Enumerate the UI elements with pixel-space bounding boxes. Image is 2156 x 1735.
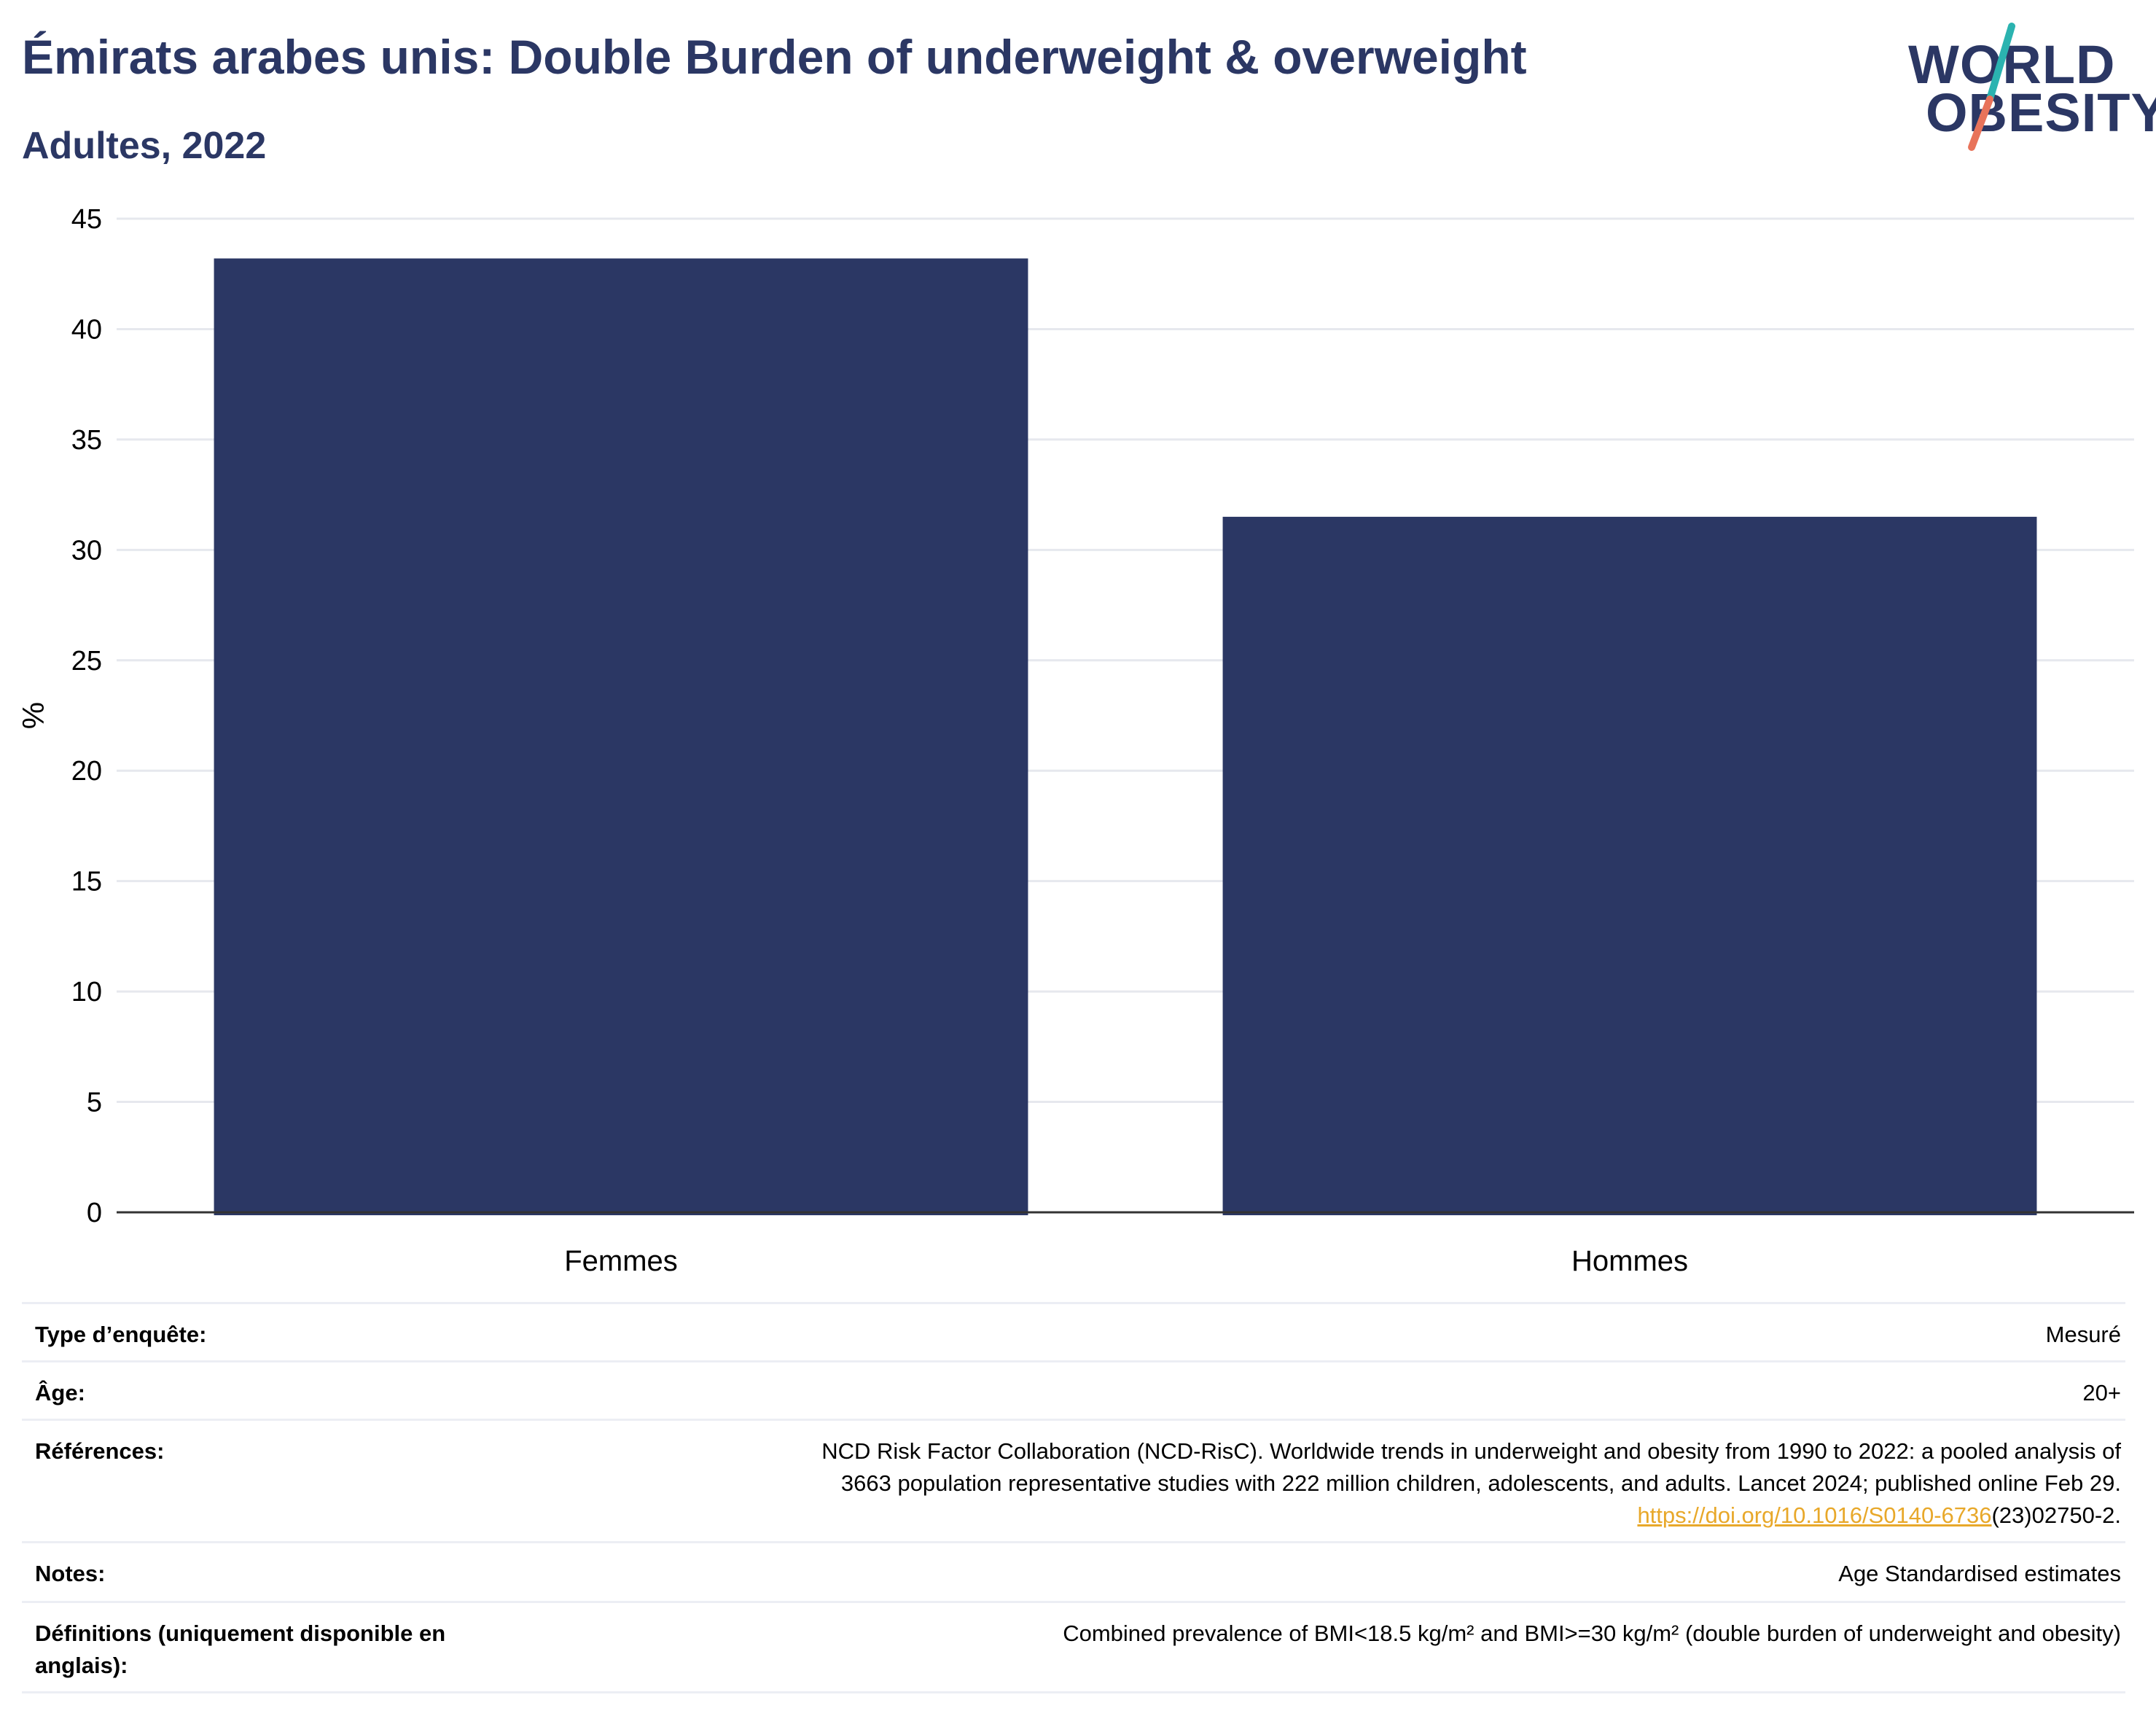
bar-chart: 0 5 10 15 20 25 30 35 40 45 Femmes Hommes % — [16, 204, 2134, 1276]
bar-hommes[interactable] — [1222, 516, 2037, 1215]
references-line-1: NCD Risk Factor Collaboration (NCD-RisC)… — [821, 1438, 2121, 1464]
definitions-value: Combined prevalence of BMI<18.5 kg/m² an… — [525, 1601, 2125, 1693]
y-tick-label: 15 — [71, 867, 102, 897]
y-tick-label: 20 — [71, 756, 102, 787]
row-age: Âge: 20+ — [22, 1360, 2125, 1421]
row-references: Références: NCD Risk Factor Collaboratio… — [22, 1419, 2125, 1543]
row-definitions: Définitions (uniquement disponible en an… — [22, 1601, 2125, 1693]
x-category-labels: Femmes Hommes — [564, 1245, 1688, 1276]
definitions-label: Définitions (uniquement disponible en an… — [22, 1601, 525, 1693]
y-axis-label: % — [16, 702, 50, 729]
world-obesity-logo: WORLD OBESITY — [1895, 22, 2156, 153]
age-value: 20+ — [525, 1360, 2125, 1421]
y-tick-label: 30 — [71, 535, 102, 566]
references-line-3: https://doi.org/10.1016/S0140-6736(23)02… — [538, 1500, 2121, 1532]
page-subtitle: Adultes, 2022 — [22, 125, 267, 167]
y-tick-labels: 0 5 10 15 20 25 30 35 40 45 — [71, 204, 102, 1228]
metadata-table: Type d’enquête: Mesuré Âge: 20+ Référenc… — [22, 1302, 2125, 1693]
y-tick-label: 40 — [71, 314, 102, 345]
page-title: Émirats arabes unis: Double Burden of un… — [22, 30, 1527, 84]
bars — [214, 258, 2037, 1215]
doi-link[interactable]: https://doi.org/10.1016/S0140-6736 — [1637, 1502, 1992, 1528]
y-tick-label: 5 — [87, 1088, 102, 1118]
age-label: Âge: — [22, 1360, 525, 1421]
y-tick-label: 25 — [71, 646, 102, 677]
references-line-2: 3663 population representative studies w… — [840, 1470, 2121, 1496]
row-survey-type: Type d’enquête: Mesuré — [22, 1302, 2125, 1362]
bar-femmes[interactable] — [214, 258, 1028, 1215]
y-tick-label: 10 — [71, 977, 102, 1007]
x-category-label: Femmes — [564, 1245, 678, 1276]
row-notes: Notes: Age Standardised estimates — [22, 1541, 2125, 1603]
notes-label: Notes: — [22, 1541, 525, 1603]
y-tick-label: 45 — [71, 204, 102, 235]
x-category-label: Hommes — [1571, 1245, 1688, 1276]
logo-line-1: WORLD — [1908, 34, 2116, 95]
logo-line-2: OBESITY — [1926, 82, 2156, 143]
references-label: Références: — [22, 1419, 525, 1543]
doi-suffix: (23)02750-2. — [1991, 1502, 2121, 1528]
logo-slash-icon — [1968, 23, 2015, 151]
survey-type-value: Mesuré — [525, 1302, 2125, 1362]
notes-value: Age Standardised estimates — [525, 1541, 2125, 1603]
survey-type-label: Type d’enquête: — [22, 1302, 525, 1362]
references-value: NCD Risk Factor Collaboration (NCD-RisC)… — [525, 1419, 2125, 1543]
y-tick-label: 35 — [71, 425, 102, 456]
y-tick-label: 0 — [87, 1198, 102, 1228]
